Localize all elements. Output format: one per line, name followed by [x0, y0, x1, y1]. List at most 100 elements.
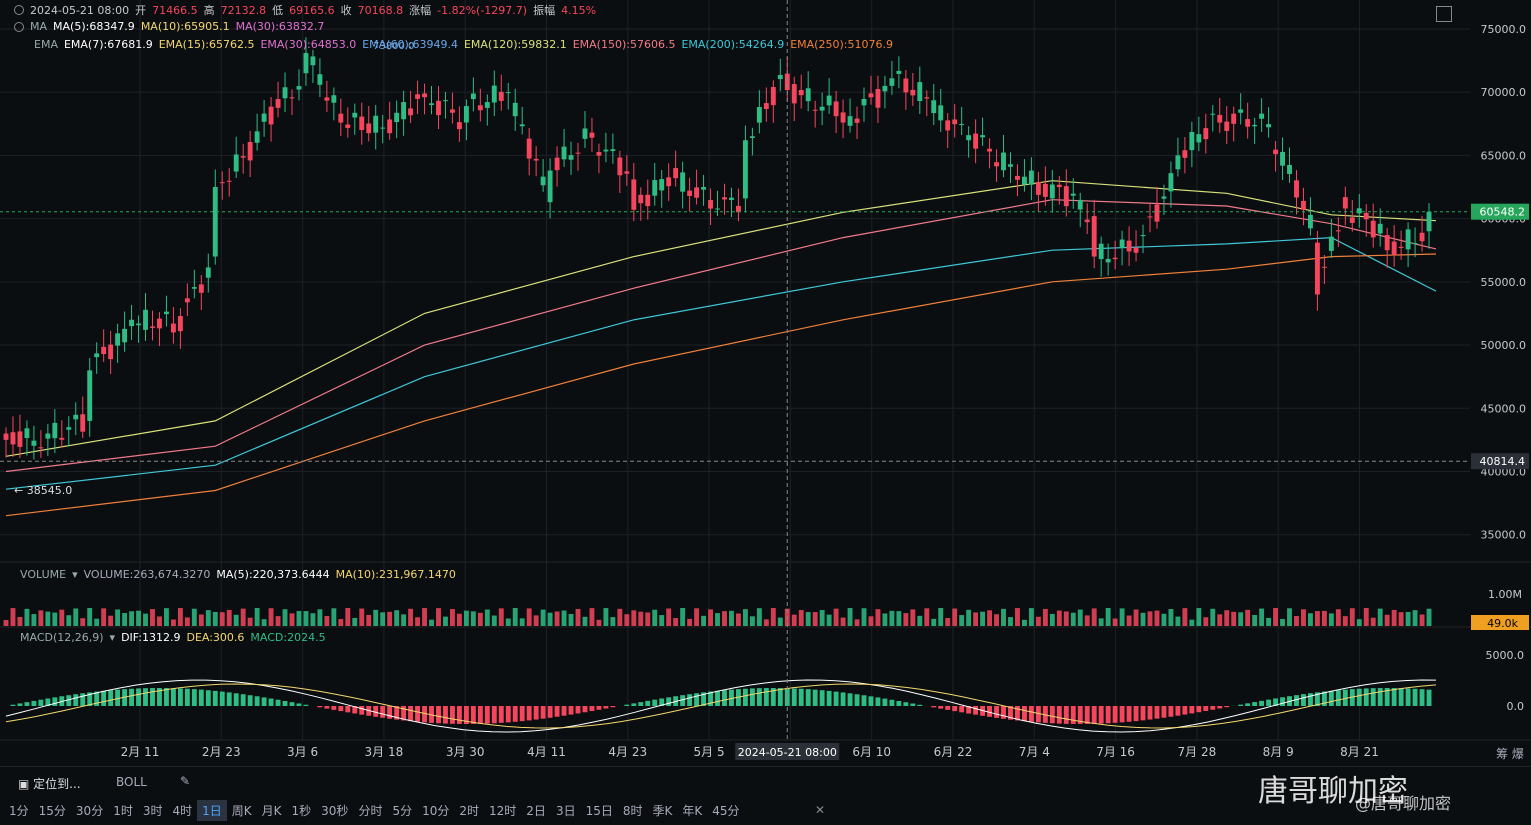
timeframe-6[interactable]: 1日: [197, 800, 227, 821]
macd-bar-162: [1134, 706, 1139, 721]
right-tools-label[interactable]: 筹 爆: [1496, 745, 1524, 762]
volume-bar-62: [436, 608, 441, 626]
volume-bar-41: [290, 613, 295, 626]
macd-bar-165: [1155, 706, 1160, 719]
candle-body-113: [792, 84, 797, 103]
macd-bar-89: [624, 705, 629, 706]
timeframe-17[interactable]: 3日: [551, 800, 581, 821]
x-tick-2: 3月 6: [287, 745, 318, 759]
candle-body-183: [1280, 152, 1285, 166]
volume-bar-163: [1141, 613, 1146, 626]
timeframe-8[interactable]: 月K: [257, 800, 287, 821]
candle-body-87: [610, 149, 615, 151]
timeframe-14[interactable]: 2时: [454, 800, 484, 821]
price-tick-6: 45000.0: [1481, 402, 1527, 415]
macd-bar-5: [38, 700, 43, 706]
timeframe-21[interactable]: 年K: [677, 800, 707, 821]
indicator-button[interactable]: BOLL: [116, 775, 147, 789]
macd-bar-49: [345, 706, 350, 712]
volume-bar-76: [534, 615, 539, 626]
macd-bar-134: [938, 706, 943, 709]
timeframe-3[interactable]: 1时: [108, 800, 138, 821]
volume-bar-127: [889, 611, 894, 626]
volume-bar-48: [338, 619, 343, 626]
timeframe-20[interactable]: 季K: [648, 800, 678, 821]
timeframe-16[interactable]: 2日: [521, 800, 551, 821]
volume-bar-160: [1120, 608, 1125, 626]
macd-bar-3: [24, 702, 29, 706]
candle-body-23: [164, 312, 169, 315]
timeframe-2[interactable]: 30分: [71, 800, 108, 821]
fullscreen-icon[interactable]: [1436, 6, 1452, 22]
timeframe-9[interactable]: 1秒: [287, 800, 317, 821]
candle-body-85: [596, 152, 601, 156]
volume-bar-156: [1092, 608, 1097, 626]
candle-body-45: [317, 74, 322, 85]
candle-body-42: [297, 86, 302, 89]
collapse-icon[interactable]: [14, 5, 24, 15]
volume-bar-111: [778, 618, 783, 626]
timeframe-15[interactable]: 12时: [484, 800, 521, 821]
edit-icon[interactable]: ✎: [180, 774, 190, 788]
candle-body-190: [1329, 237, 1334, 251]
timeframe-18[interactable]: 15日: [581, 800, 618, 821]
candle-body-60: [422, 93, 427, 97]
candle-body-126: [882, 86, 887, 91]
chevron-down-icon[interactable]: ▾: [110, 631, 116, 644]
timeframe-7[interactable]: 周K: [227, 800, 257, 821]
volume-bar-151: [1057, 611, 1062, 626]
chevron-down-icon[interactable]: ▾: [72, 568, 78, 581]
volume-bar-42: [297, 611, 302, 626]
timeframe-13[interactable]: 10分: [417, 800, 454, 821]
volume-bar-68: [478, 613, 483, 626]
volume-bar-132: [924, 608, 929, 626]
candle-body-157: [1099, 244, 1104, 259]
macd-bar-120: [841, 692, 846, 706]
volume-bar-142: [994, 614, 999, 626]
timeframe-11[interactable]: 分时: [353, 800, 387, 821]
volume-bar-19: [136, 611, 141, 626]
collapse-icon[interactable]: [14, 22, 24, 32]
timeframe-1[interactable]: 15分: [34, 800, 71, 821]
timeframe-10[interactable]: 30秒: [316, 800, 353, 821]
timeframe-5[interactable]: 4时: [167, 800, 197, 821]
timeframe-4[interactable]: 3时: [138, 800, 168, 821]
macd-bar-46: [324, 706, 329, 709]
locate-button[interactable]: ▣ 定位到...: [18, 775, 81, 792]
macd-bar-79: [555, 706, 560, 717]
candle-body-28: [199, 284, 204, 292]
timeframe-0[interactable]: 1分: [4, 800, 34, 821]
candle-body-107: [750, 136, 755, 138]
volume-bar-116: [813, 612, 818, 626]
candle-body-201: [1406, 229, 1411, 249]
macd-bar-197: [1378, 688, 1383, 706]
volume-bar-125: [876, 609, 881, 626]
timeframe-22[interactable]: 45分: [707, 800, 744, 821]
timeframe-12[interactable]: 5分: [387, 800, 417, 821]
macd-bar-178: [1245, 703, 1250, 706]
macd-bar-63: [443, 706, 448, 724]
close-icon[interactable]: ✕: [815, 803, 825, 817]
candle-body-43: [304, 53, 309, 73]
macd-bar-108: [757, 688, 762, 706]
ma-legend-item-1: MA(10):65905.1: [141, 20, 230, 33]
volume-bar-99: [694, 608, 699, 626]
candle-body-171: [1196, 134, 1201, 142]
volume-bar-96: [673, 618, 678, 626]
timeframe-19[interactable]: 8时: [618, 800, 648, 821]
candle-body-138: [966, 135, 971, 140]
volume-bar-150: [1050, 614, 1055, 626]
volume-bar-180: [1259, 609, 1264, 626]
macd-bar-152: [1064, 706, 1069, 724]
macd-bar-142: [994, 706, 999, 718]
macd-bar-179: [1252, 702, 1257, 706]
price-tick-8: 35000.0: [1481, 529, 1527, 542]
volume-bar-10: [73, 608, 78, 626]
candle-body-81: [569, 155, 574, 160]
candle-body-66: [464, 106, 469, 122]
macd-bar-39: [276, 700, 281, 706]
macd-bar-7: [52, 697, 57, 706]
macd-bar-103: [722, 690, 727, 706]
